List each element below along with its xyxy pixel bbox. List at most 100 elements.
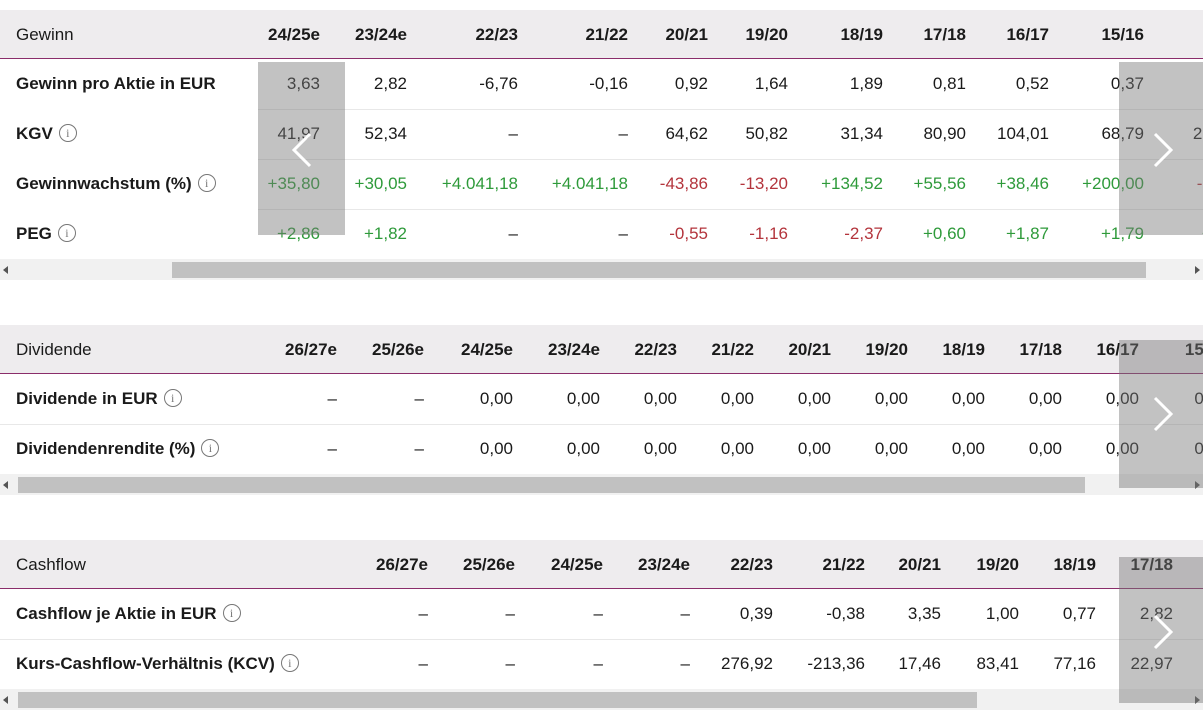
- column-header: 19/20: [745, 25, 788, 44]
- value-cell: -43,86: [659, 174, 708, 193]
- row-label-text: Dividende in EUR: [16, 389, 158, 408]
- row-label: Dividende in EUR i: [0, 374, 182, 424]
- scroll-arrows: [3, 481, 1200, 489]
- column-header: 17/18: [923, 25, 966, 44]
- value-cell: -0,55: [669, 224, 708, 243]
- value-cell: 0,00: [874, 439, 908, 458]
- value-cell: 0,77: [1062, 604, 1096, 623]
- value-cell: 22,97: [1130, 654, 1173, 673]
- column-header: 19/20: [976, 555, 1019, 574]
- value-cell: 31,34: [840, 124, 883, 143]
- column-header: 17/18: [1019, 340, 1062, 359]
- value-cell: –: [618, 224, 628, 243]
- table-row: KGV i 41,97 52,34 – – 64,62 50,82 31,34 80,90 104,…: [0, 109, 1203, 160]
- column-header: 20/21: [898, 555, 941, 574]
- column-header: 22/23: [634, 340, 677, 359]
- value-cell: –: [418, 604, 428, 623]
- scrollbar[interactable]: [0, 689, 1203, 710]
- info-icon[interactable]: i: [163, 389, 182, 407]
- scroll-arrows: [3, 266, 1200, 274]
- value-cell: 1,89: [849, 74, 883, 93]
- chevron-right: [1153, 614, 1174, 650]
- scrollbar-thumb[interactable]: [18, 477, 1085, 493]
- row-label: KGV i: [0, 109, 258, 159]
- value-cell: +1,82: [363, 224, 407, 243]
- value-cell: –: [418, 654, 428, 673]
- value-cell: 52,34: [364, 124, 407, 143]
- table-row: Gewinnwachstum (%) i +35,80 +30,05 +4.041,18…: [0, 159, 1203, 210]
- scroll-right-button[interactable]: [1119, 340, 1203, 488]
- table-row: Dividende in EUR i – – 0,00 0,00 0,00 0,00 0,00 0…: [0, 374, 1203, 425]
- row-label-text: Cashflow je Aktie in EUR: [16, 604, 217, 623]
- scroll-right-button[interactable]: [1119, 62, 1203, 235]
- value-cell: –: [505, 604, 515, 623]
- value-cell: 17,46: [898, 654, 941, 673]
- value-cell: –: [618, 124, 628, 143]
- table-title: Dividende: [0, 325, 92, 373]
- row-label: PEG i: [0, 209, 258, 259]
- scroll-arrows: [3, 696, 1200, 704]
- info-icon[interactable]: i: [58, 124, 77, 142]
- value-cell: 2,82: [373, 74, 407, 93]
- column-header: 17/18: [1130, 555, 1173, 574]
- chevron-right: [1153, 396, 1174, 432]
- column-header: 25/26e: [372, 340, 424, 359]
- scrollbar-thumb[interactable]: [172, 262, 1146, 278]
- value-cell: 226,: [1192, 124, 1203, 143]
- value-cell: 1,64: [754, 74, 788, 93]
- chevron-right: [1153, 132, 1174, 168]
- column-header: 23/24e: [548, 340, 600, 359]
- info-icon[interactable]: i: [222, 604, 241, 622]
- value-cell: 0,00: [951, 389, 985, 408]
- table: Cashflow 26/27e 25/26e 24/25e 23/24e 22/23 21/…: [0, 540, 1203, 711]
- value-cell: +1,: [1202, 209, 1203, 259]
- row-label-text: Gewinn pro Aktie in EUR: [16, 74, 216, 93]
- info-icon[interactable]: i: [57, 224, 76, 242]
- value-cell: –: [414, 389, 424, 408]
- value-cell: 0,00: [797, 389, 831, 408]
- info-icon[interactable]: i: [280, 654, 299, 672]
- scrollbar-thumb[interactable]: [18, 692, 977, 708]
- value-cell: 0,00: [1105, 439, 1139, 458]
- table-title: Gewinn: [0, 10, 258, 58]
- value-cell: –: [593, 654, 603, 673]
- value-cell: –: [593, 604, 603, 623]
- row-label-text: Kurs-Cashflow-Verhältnis (KCV): [16, 654, 275, 673]
- value-cell: 0,0: [1194, 439, 1203, 458]
- column-header: 22/23: [475, 25, 518, 44]
- value-cell: 104,01: [997, 124, 1049, 143]
- value-cell: -1,16: [749, 224, 788, 243]
- value-cell: 68,79: [1101, 124, 1144, 143]
- value-cell: –: [505, 654, 515, 673]
- value-cell: 0,00: [797, 439, 831, 458]
- value-cell: 0,00: [1028, 389, 1062, 408]
- info-icon[interactable]: i: [201, 439, 220, 457]
- column-header: 26/27e: [285, 340, 337, 359]
- scroll-left-button[interactable]: [258, 62, 345, 235]
- value-cell: +35,80: [267, 174, 320, 193]
- info-icon[interactable]: i: [197, 174, 216, 192]
- column-header: 26/27e: [376, 555, 428, 574]
- value-cell: -0,16: [589, 74, 628, 93]
- row-label-text: PEG: [16, 224, 52, 243]
- row-label: Dividendenrendite (%) i: [0, 424, 220, 474]
- value-cell: +134,52: [821, 174, 883, 193]
- value-cell: 0,00: [720, 389, 754, 408]
- scroll-right-button[interactable]: [1119, 557, 1203, 703]
- row-label: Gewinn pro Aktie in EUR: [0, 59, 258, 109]
- table-row: Kurs-Cashflow-Verhältnis (KCV) i – – – – 276,9…: [0, 639, 1203, 690]
- scrollbar[interactable]: [0, 259, 1203, 280]
- table-header: Gewinn 24/25e 23/24e 22/23 21/22 20/21 19/20 18…: [0, 10, 1203, 59]
- scrollbar[interactable]: [0, 474, 1203, 495]
- value-cell: 0,00: [1028, 439, 1062, 458]
- table-title: Cashflow: [0, 540, 86, 588]
- value-cell: 64,62: [665, 124, 708, 143]
- value-cell: –: [327, 389, 337, 408]
- column-header: 15/16: [1101, 25, 1144, 44]
- value-cell: +0,60: [922, 224, 966, 243]
- row-label: Cashflow je Aktie in EUR i: [0, 589, 241, 639]
- row-label: Gewinnwachstum (%) i: [0, 159, 258, 209]
- value-cell: 0,37: [1110, 74, 1144, 93]
- table-row: Gewinn pro Aktie in EUR 3,63 2,82 -6,76 -0,1…: [0, 59, 1203, 110]
